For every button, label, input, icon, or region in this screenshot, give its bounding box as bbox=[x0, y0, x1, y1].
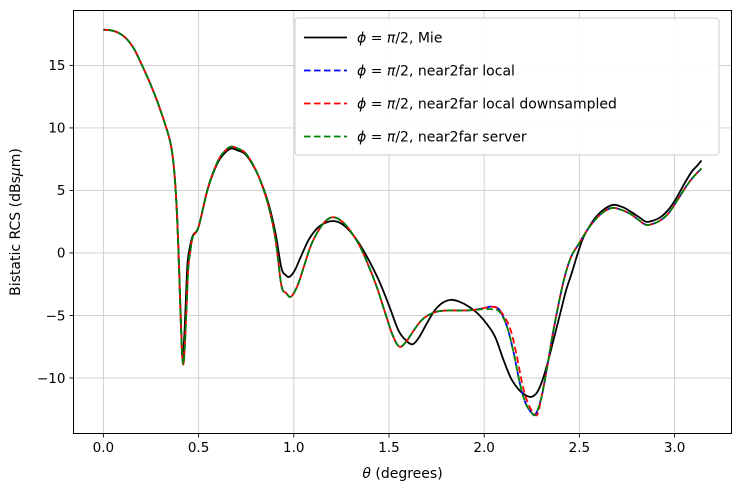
y-axis-label: Bistatic RCS (dBsμm) bbox=[8, 148, 24, 296]
y-tick-label: 5 bbox=[57, 183, 66, 199]
y-axis: −10 −5 0 5 10 15 bbox=[37, 58, 74, 387]
x-axis: 0.0 0.5 1.0 1.5 2.0 2.5 3.0 bbox=[93, 433, 685, 456]
legend-entry-label: ϕ = π/2, near2far local downsampled bbox=[357, 97, 617, 113]
legend: ϕ = π/2, Mie ϕ = π/2, near2far local ϕ = π… bbox=[294, 17, 720, 156]
y-tick-label: −10 bbox=[37, 371, 66, 387]
plot-border bbox=[73, 10, 732, 434]
legend-entry-label: ϕ = π/2, near2far local bbox=[357, 64, 515, 80]
x-tick-label: 2.0 bbox=[473, 440, 494, 456]
series-line-0 bbox=[103, 28, 703, 398]
x-tick-label: 2.5 bbox=[569, 440, 590, 456]
y-tick-label: 15 bbox=[48, 58, 65, 74]
y-axis-label-text: Bistatic RCS (dBsμm) bbox=[8, 148, 24, 296]
x-tick-label: 1.5 bbox=[378, 440, 399, 456]
series-line-3 bbox=[103, 28, 703, 417]
y-tick-label: 10 bbox=[48, 121, 65, 137]
x-tick-label: 0.5 bbox=[188, 440, 209, 456]
legend-box bbox=[294, 17, 720, 156]
x-tick-label: 0.0 bbox=[93, 440, 114, 456]
y-tick-label: −5 bbox=[46, 308, 66, 324]
series-lines bbox=[103, 28, 703, 417]
x-tick-label: 3.0 bbox=[664, 440, 685, 456]
legend-entry-label: ϕ = π/2, Mie bbox=[357, 31, 442, 47]
x-axis-label-text: θ (degrees) bbox=[362, 466, 442, 482]
x-tick-label: 1.0 bbox=[283, 440, 304, 456]
legend-entry-label: ϕ = π/2, near2far server bbox=[357, 130, 527, 146]
axes-spines bbox=[73, 10, 732, 434]
y-tick-label: 0 bbox=[57, 246, 66, 262]
x-axis-label: θ (degrees) bbox=[362, 466, 442, 482]
